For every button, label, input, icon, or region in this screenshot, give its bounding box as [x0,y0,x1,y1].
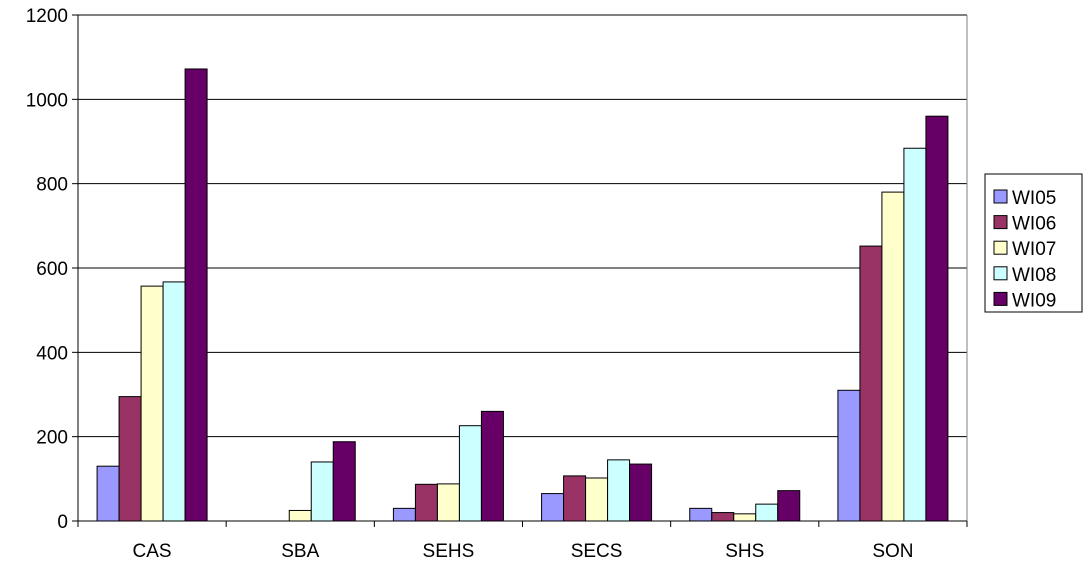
x-category-label: CAS [133,541,172,562]
bar-cas-wi06 [118,396,142,522]
bar-shs-wi07 [733,513,757,522]
bar-secs-wi06 [563,475,587,522]
legend-swatch-wi08 [993,266,1008,281]
y-tick-label: 1000 [26,90,68,111]
bar-shs-wi06 [711,512,735,522]
bar-son-wi06 [859,245,883,522]
bar-son-wi09 [925,115,949,522]
legend-label-wi08: WI08 [1012,265,1056,286]
bar-sehs-wi06 [414,483,438,522]
y-tick-label: 1200 [26,6,68,27]
bar-secs-wi07 [585,477,609,522]
y-tick-label: 600 [36,259,68,280]
bar-sehs-wi05 [392,507,416,522]
legend-swatch-wi06 [993,215,1008,230]
legend-label-wi06: WI06 [1012,214,1056,235]
bar-shs-wi09 [777,490,801,522]
x-category-label: SBA [281,541,319,562]
bar-secs-wi09 [629,463,653,522]
bar-son-wi08 [903,147,927,522]
bar-son-wi05 [837,389,861,522]
legend-swatch-wi07 [993,240,1008,255]
y-tick-label: 400 [36,343,68,364]
y-tick-label: 0 [57,512,68,533]
bar-sehs-wi09 [480,410,504,522]
legend-label-wi09: WI09 [1012,290,1056,311]
bar-shs-wi08 [755,503,779,522]
bar-sba-wi07 [288,509,312,522]
bar-sba-wi08 [310,461,334,522]
bar-cas-wi05 [96,465,120,522]
bar-sehs-wi08 [458,425,482,522]
y-tick-label: 200 [36,428,68,449]
bar-cas-wi09 [184,68,208,522]
bar-sehs-wi07 [436,483,460,522]
bar-cas-wi08 [162,281,186,522]
bar-son-wi07 [881,191,905,522]
gridlines [78,14,967,438]
bar-sba-wi09 [332,441,356,522]
legend-swatch-wi09 [993,291,1008,306]
x-category-label: SECS [571,541,623,562]
y-axis-tick-labels: 0 200 400 600 800 1000 1200 [26,6,68,533]
x-category-label: SHS [725,541,764,562]
y-tick-label: 800 [36,175,68,196]
x-category-label: SEHS [423,541,475,562]
bar-secs-wi05 [541,493,565,522]
x-axis-category-labels: CAS SBA SEHS SECS SHS SON [133,541,914,562]
x-category-label: SON [872,541,913,562]
legend-swatch-wi05 [993,189,1008,204]
bar-cas-wi07 [140,285,164,522]
bar-secs-wi08 [607,459,631,522]
legend-label-wi07: WI07 [1012,239,1056,260]
axes [72,14,968,527]
bar-shs-wi05 [689,507,713,522]
legend: WI05 WI06 WI07 WI08 WI09 [984,173,1083,313]
legend-label-wi05: WI05 [1012,188,1056,209]
bars [96,68,949,522]
